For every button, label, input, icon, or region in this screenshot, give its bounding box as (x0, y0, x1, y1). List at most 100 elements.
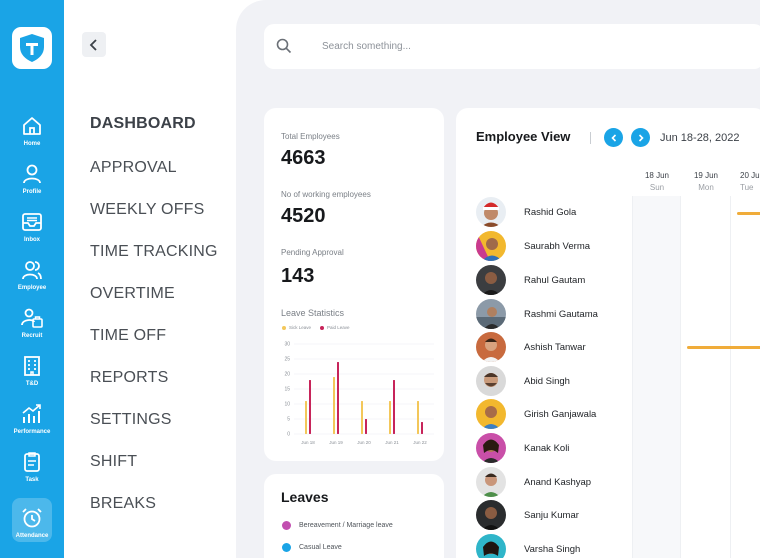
rail-item-profile[interactable]: Profile (0, 162, 64, 206)
avatar (476, 366, 506, 396)
inbox-icon (22, 213, 42, 231)
avatar (476, 534, 506, 558)
avatar (476, 500, 506, 530)
leaves-title: Leaves (281, 489, 329, 505)
x-tick-label: Jun 18 (301, 440, 315, 445)
stats-card (264, 108, 444, 461)
y-tick-label: 20 (284, 372, 290, 378)
recruit-icon (21, 308, 43, 328)
leaves-card (264, 474, 444, 558)
employee-row[interactable]: Girish Ganjawala (476, 399, 596, 429)
employee-name: Sanju Kumar (524, 509, 579, 521)
employee-row[interactable]: Rahul Gautam (476, 265, 585, 295)
leave-type-item: Casual Leave (282, 543, 342, 552)
rail-item-home[interactable]: Home (0, 114, 64, 158)
leave-statistics-title: Leave Statistics (281, 308, 345, 318)
stat-value: 143 (281, 265, 315, 287)
search-icon (276, 38, 292, 54)
employee-row[interactable]: Rashmi Gautama (476, 299, 598, 329)
employee-name: Anand Kashyap (524, 476, 592, 488)
y-tick-label: 10 (284, 402, 290, 408)
bar-paid-leave (309, 380, 311, 434)
nav-item-settings[interactable]: SETTINGS (90, 411, 172, 428)
employee-row[interactable]: Abid Singh (476, 366, 570, 396)
rail-label: T&D (25, 381, 39, 387)
nav-panel (64, 0, 236, 558)
avatar (476, 197, 506, 227)
prev-week-button[interactable] (604, 128, 623, 147)
bar-sick-leave (361, 401, 363, 434)
rail-item-inbox[interactable]: Inbox (0, 210, 64, 254)
stat-value: 4520 (281, 205, 326, 227)
leave-type-label: Bereavement / Marriage leave (299, 522, 393, 529)
nav-item-shift[interactable]: SHIFT (90, 453, 138, 470)
nav-item-breaks[interactable]: BREAKS (90, 495, 157, 512)
employee-row[interactable]: Anand Kashyap (476, 467, 591, 497)
rail-item-performance[interactable]: Performance (0, 402, 64, 446)
leave-type-label: Casual Leave (299, 544, 342, 551)
leave-type-item: Bereavement / Marriage leave (282, 521, 393, 530)
employee-name: Varsha Singh (524, 543, 581, 555)
bar-sick-leave (417, 401, 419, 434)
day-header: 18 Jun Sun (637, 170, 677, 194)
task-icon (24, 452, 40, 472)
employee-row[interactable]: Ashish Tanwar (476, 332, 586, 362)
schedule-bar[interactable] (737, 212, 760, 215)
search-input[interactable]: Search something... (322, 41, 411, 52)
legend-dot (282, 325, 286, 330)
leave-statistics-chart: 0 5 10 15 20 25 30 Jun 18 Jun 19 Jun 20 Jun 21 Jun … (284, 342, 434, 445)
nav-item-dashboard[interactable]: DASHBOARD (90, 115, 196, 132)
nav-item-weekly-offs[interactable]: WEEKLY OFFS (90, 201, 205, 218)
employee-icon (22, 261, 42, 280)
search-bar[interactable] (264, 24, 760, 69)
day-weekday: Mon (698, 183, 714, 192)
rail-item-attendance[interactable]: Attendance (0, 498, 64, 550)
y-tick-label: 25 (284, 357, 290, 363)
nav-item-overtime[interactable]: OVERTIME (90, 285, 175, 302)
next-week-button[interactable] (631, 128, 650, 147)
rail-item-recruit[interactable]: Recruit (0, 306, 64, 350)
bar-paid-leave (393, 380, 395, 434)
chevron-left-icon (89, 38, 97, 51)
nav-item-approval[interactable]: APPROVAL (90, 159, 177, 176)
nav-item-time-off[interactable]: TIME OFF (90, 327, 167, 344)
legend-label: Sick Leave (289, 325, 312, 330)
employee-view-card (456, 108, 760, 558)
employee-row[interactable]: Kanak Koli (476, 433, 569, 463)
employee-row[interactable]: Sanju Kumar (476, 500, 579, 530)
alarm-clock-icon (22, 508, 42, 528)
schedule-bar[interactable] (687, 346, 760, 349)
home-icon (23, 117, 41, 135)
employee-name: Rashmi Gautama (524, 308, 598, 320)
rail-item-td[interactable]: T&D (0, 354, 64, 398)
legend-sick-leave: Sick Leave (282, 325, 311, 330)
stat-label: Total Employees (281, 132, 340, 141)
day-header: 20 Jun Tue (734, 170, 760, 194)
day-weekday: Sun (649, 183, 665, 192)
employee-row[interactable]: Rashid Gola (476, 197, 576, 227)
collapse-sidebar-button[interactable] (82, 32, 106, 57)
employee-name: Kanak Koli (524, 442, 570, 454)
x-tick-label: Jun 21 (385, 440, 399, 445)
nav-item-time-tracking[interactable]: TIME TRACKING (90, 243, 218, 260)
day-date: 19 Jun (693, 171, 719, 180)
leave-color-dot (282, 521, 291, 530)
bar-paid-leave (365, 419, 367, 434)
y-tick-label: 30 (284, 342, 290, 348)
legend-paid-leave: Paid Leave (320, 325, 350, 330)
nav-item-reports[interactable]: REPORTS (90, 369, 169, 386)
x-tick-label: Jun 22 (413, 440, 427, 445)
employee-row[interactable]: Varsha Singh (476, 534, 580, 558)
day-weekday: Tue (740, 183, 754, 192)
app-logo[interactable] (12, 27, 52, 69)
x-tick-label: Jun 20 (357, 440, 371, 445)
rail-label: Performance (13, 429, 51, 435)
employee-row[interactable]: Saurabh Verma (476, 231, 590, 261)
rail-item-task[interactable]: Task (0, 450, 64, 494)
rail-label: Recruit (21, 333, 43, 339)
rail-item-employee[interactable]: Employee (0, 258, 64, 302)
legend-dot (320, 325, 324, 330)
stat-value: 4663 (281, 147, 326, 169)
stat-label: Pending Approval (281, 248, 344, 257)
avatar (476, 231, 506, 261)
